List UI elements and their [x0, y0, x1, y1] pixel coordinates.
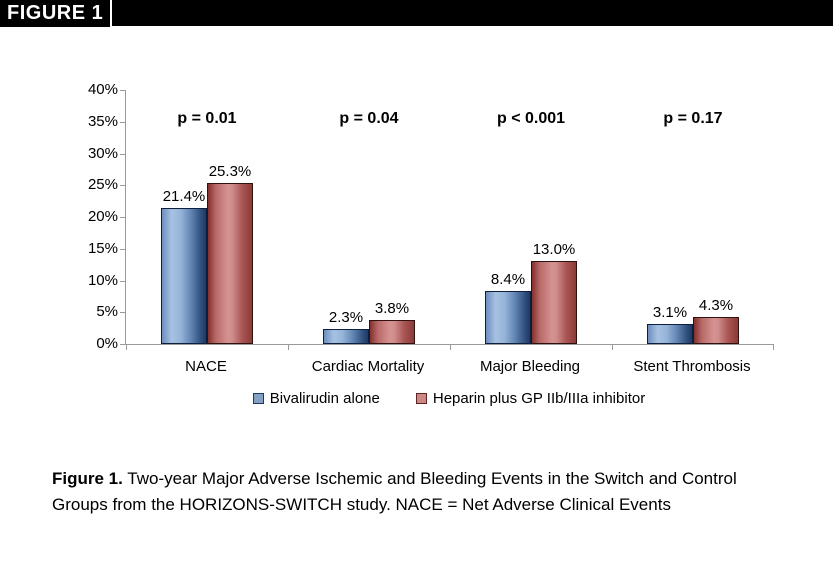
category-label: Major Bleeding [479, 358, 581, 375]
category-group: p = 0.04 2.3% 3.8% [288, 90, 450, 344]
p-value-label: p = 0.04 [339, 110, 399, 127]
bar [369, 320, 415, 344]
p-value-label: p < 0.001 [496, 110, 566, 127]
x-tick-mark [288, 344, 289, 350]
x-tick-mark [450, 344, 451, 350]
y-tick-mark [120, 153, 126, 155]
legend-swatch [415, 393, 427, 404]
data-label: 8.4% [490, 271, 526, 288]
x-axis-labels: NACE Cardiac Mortality Major Bleeding Stent… [125, 358, 773, 375]
y-axis: 0% 5% 10% 15% 20% 25% 30% 35% 40% [0, 81, 118, 352]
caption-label: Figure 1. [52, 469, 123, 488]
figure-label: FIGURE 1 [7, 2, 104, 24]
data-label: 13.0% [532, 241, 576, 258]
y-tick-mark [120, 312, 126, 314]
y-tick-mark [120, 121, 126, 123]
figure-label-box: FIGURE 1 [0, 0, 112, 29]
y-tick-label: 35% [87, 112, 118, 130]
p-value-label: p = 0.01 [177, 110, 237, 127]
y-tick-label: 0% [96, 335, 118, 352]
figure-caption: Figure 1. Two-year Major Adverse Ischemi… [52, 466, 758, 517]
data-label: 2.3% [328, 309, 364, 326]
bar [647, 324, 693, 344]
y-tick-mark [120, 280, 126, 282]
data-label: 3.8% [374, 300, 410, 317]
legend-item: Heparin plus GP IIb/IIIa inhibitor [415, 390, 646, 407]
y-tick-label: 15% [87, 239, 118, 257]
category-group: p = 0.01 21.4% 25.3% [126, 90, 288, 344]
y-tick-label: 40% [87, 81, 118, 98]
data-label: 25.3% [208, 163, 252, 180]
category-label: NACE [185, 358, 227, 375]
y-tick-label: 5% [96, 303, 118, 321]
bar [207, 183, 253, 344]
bar [531, 261, 577, 344]
bar [693, 317, 739, 344]
legend-label: Heparin plus GP IIb/IIIa inhibitor [432, 390, 646, 407]
x-tick-mark [126, 344, 127, 350]
y-tick-label: 10% [87, 271, 118, 289]
y-tick-mark [120, 344, 126, 345]
bar [323, 329, 369, 344]
caption-text: Two-year Major Adverse Ischemic and Blee… [52, 469, 737, 514]
legend-swatch [252, 393, 264, 404]
bar [161, 208, 207, 344]
y-tick-mark [120, 185, 126, 187]
bar-chart: 0% 5% 10% 15% 20% 25% 30% 35% 40% p = 0.01 21.4% 2… [0, 81, 774, 407]
y-tick-label: 25% [87, 176, 118, 194]
y-tick-mark [120, 217, 126, 218]
category-label: Cardiac Mortality [311, 358, 425, 375]
y-tick-label: 20% [87, 208, 118, 225]
bar [485, 291, 531, 344]
data-label: 4.3% [698, 297, 734, 314]
legend-item: Bivalirudin alone [252, 390, 380, 407]
x-tick-mark [773, 344, 774, 350]
data-label: 21.4% [162, 188, 206, 205]
x-tick-mark [612, 344, 613, 350]
category-group: p = 0.17 3.1% 4.3% [612, 90, 774, 344]
legend-label: Bivalirudin alone [269, 390, 380, 407]
p-value-label: p = 0.17 [663, 110, 723, 127]
category-group: p < 0.001 8.4% 13.0% [450, 90, 612, 344]
chart-legend: Bivalirudin alone Heparin plus GP IIb/III… [125, 390, 773, 407]
y-tick-label: 30% [87, 144, 118, 162]
figure-header-bar [0, 0, 833, 26]
y-tick-mark [120, 248, 126, 250]
data-label: 3.1% [652, 304, 688, 321]
y-tick-mark [120, 90, 126, 91]
plot-area: p = 0.01 21.4% 25.3% p = 0.04 2.3% 3.8% p < 0.… [120, 90, 774, 350]
category-label: Stent Thrombosis [633, 358, 751, 375]
